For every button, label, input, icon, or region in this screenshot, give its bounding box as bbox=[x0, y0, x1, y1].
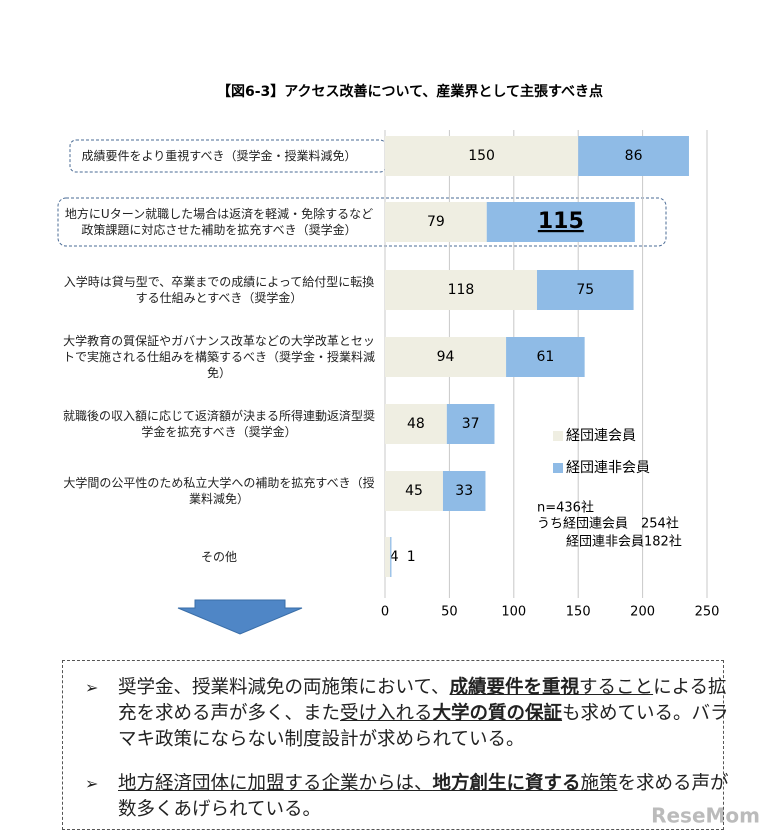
x-tick-label: 150 bbox=[566, 605, 591, 620]
bar bbox=[442, 471, 486, 511]
bar bbox=[506, 337, 585, 377]
category-label: 地方にUターン就職した場合は返済を軽減・免除するなど政策課題に対応させた補助を拡… bbox=[64, 207, 374, 237]
bar bbox=[390, 537, 392, 577]
x-tick-label: 0 bbox=[381, 605, 389, 620]
category-label: その他 bbox=[200, 550, 237, 564]
bullet-text: を求める声が数多くあげられている。 bbox=[118, 773, 729, 820]
bullet: 地方経済団体に加盟する企業からは、地方創生に資する施策を求める声が数多くあげられ… bbox=[85, 771, 733, 823]
bullet-text: 地方創生に資する bbox=[432, 773, 581, 794]
annotation: 経団連非会員182社 bbox=[566, 534, 682, 550]
value-label: 48 bbox=[407, 416, 425, 432]
bullet-text: 受け入れる bbox=[340, 703, 433, 724]
legend-label: 経団連会員 bbox=[566, 428, 636, 444]
value-label: 150 bbox=[468, 148, 495, 164]
category-label: 大学間の公平性のため私立大学への補助を拡充すべき（授業料減免） bbox=[63, 476, 375, 506]
value-label: 75 bbox=[576, 282, 594, 298]
bullet-text: 大学の質の保証 bbox=[432, 703, 563, 724]
category-label: 入学時は貸与型で、卒業までの成績によって給付型に転換する仕組みとすべき（奨学金） bbox=[63, 275, 375, 305]
bar bbox=[385, 270, 537, 310]
value-label: 37 bbox=[462, 416, 480, 432]
bar bbox=[578, 136, 689, 176]
value-label: 4 bbox=[390, 549, 399, 565]
category-label: 就職後の収入額に応じて返済額が決まる所得連動返済型奨学金を拡充すべき（奨学金） bbox=[62, 409, 375, 439]
bar bbox=[385, 136, 579, 176]
highlight-box bbox=[69, 139, 387, 173]
bullet-text: 地方経済団体に加盟する企業からは、 bbox=[118, 773, 433, 794]
value-label: 1 bbox=[407, 549, 416, 565]
annotation: うち経団連会員 254社 bbox=[537, 516, 679, 532]
value-label: 33 bbox=[455, 483, 473, 499]
value-label: 61 bbox=[536, 349, 554, 365]
bullet-text: 施策 bbox=[580, 773, 618, 794]
bullet-text: による拡充を求める声が多く、また bbox=[118, 677, 727, 724]
bar bbox=[385, 537, 391, 577]
arrow bbox=[177, 599, 303, 635]
bar bbox=[486, 202, 635, 242]
legend-label: 経団連非会員 bbox=[566, 460, 650, 476]
value-label: 115 bbox=[538, 209, 584, 234]
bullet: 奨学金、授業料減免の両施策において、成績要件を重視することによる拡充を求める声が… bbox=[85, 675, 733, 753]
bullet-text: も求めている。バラマキ政策にならない制度設計が求められている。 bbox=[118, 703, 729, 750]
value-label: 118 bbox=[448, 282, 475, 298]
summary-box: 奨学金、授業料減免の両施策において、成績要件を重視することによる拡充を求める声が… bbox=[62, 660, 729, 830]
legend-swatch bbox=[553, 463, 563, 473]
legend-swatch bbox=[553, 431, 563, 441]
bar bbox=[446, 404, 495, 444]
bullet-text: 成績要件を重視 bbox=[449, 677, 580, 698]
value-label: 79 bbox=[427, 214, 445, 230]
bullet-text: すること bbox=[579, 677, 654, 698]
bar bbox=[385, 337, 507, 377]
chart-title: 【図6-3】アクセス改善について、産業界として主張すべき点 bbox=[217, 83, 603, 100]
category-label: 大学教育の質保証やガバナンス改革などの大学改革とセットで実施される仕組みを構築す… bbox=[62, 334, 375, 380]
value-label: 45 bbox=[405, 483, 423, 499]
value-label: 94 bbox=[437, 349, 455, 365]
x-tick-label: 200 bbox=[630, 605, 655, 620]
bar bbox=[385, 202, 487, 242]
annotation: n=436社 bbox=[537, 500, 594, 516]
highlight-box bbox=[57, 197, 667, 247]
bullet-text: 奨学金、授業料減免の両施策において、 bbox=[118, 677, 450, 698]
value-label: 86 bbox=[625, 148, 643, 164]
bar bbox=[385, 471, 443, 511]
bar bbox=[385, 404, 447, 444]
x-tick-label: 50 bbox=[441, 605, 458, 620]
bar bbox=[536, 270, 634, 310]
x-tick-label: 100 bbox=[501, 605, 526, 620]
category-label: 成績要件をより重視すべき（奨学金・授業料減免） bbox=[81, 149, 357, 163]
x-tick-label: 250 bbox=[695, 605, 720, 620]
